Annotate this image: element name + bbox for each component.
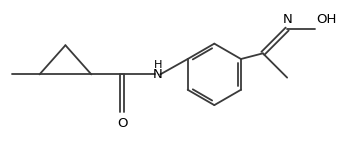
Text: N: N	[153, 68, 163, 81]
Text: H: H	[153, 60, 162, 71]
Text: OH: OH	[316, 14, 337, 26]
Text: O: O	[117, 117, 127, 130]
Text: N: N	[282, 14, 292, 26]
